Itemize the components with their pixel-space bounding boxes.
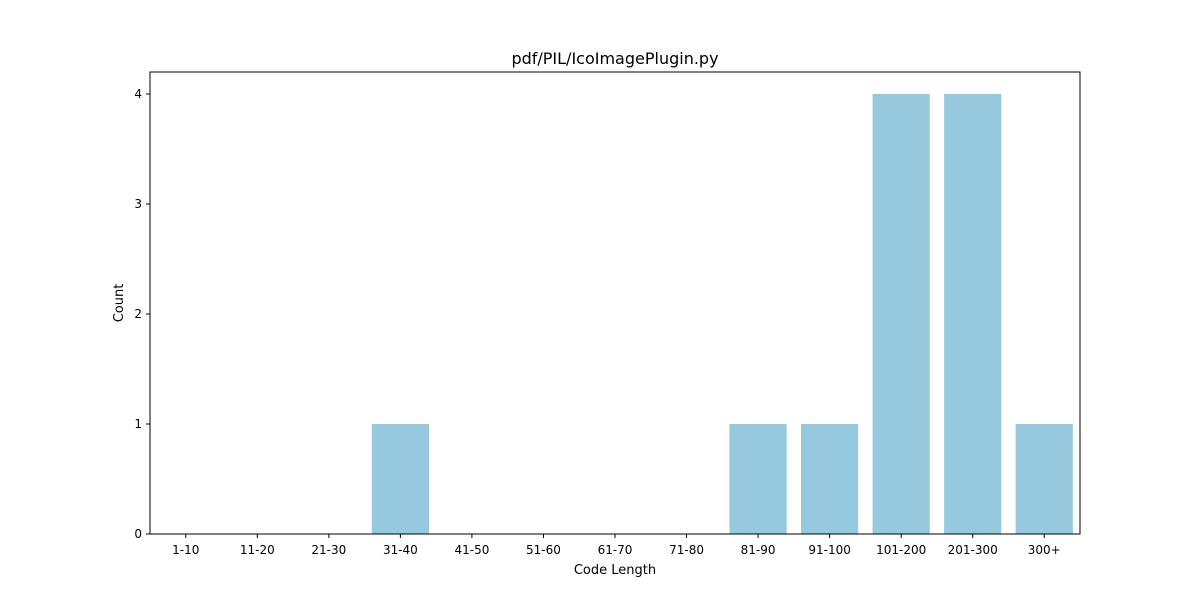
bar-91-100 xyxy=(801,424,859,534)
x-tick-label: 71-80 xyxy=(669,543,704,557)
y-tick-label: 0 xyxy=(134,527,142,541)
x-tick-label: 1-10 xyxy=(172,543,199,557)
x-tick-label: 31-40 xyxy=(383,543,418,557)
plot-frame xyxy=(149,71,1081,535)
axis-ticks-group: 1-10 11-20 21-30 31-40 41-50 51-60 61-70 71-80 8… xyxy=(134,87,1060,557)
x-tick-label: 201-300 xyxy=(948,543,998,557)
bars-group xyxy=(371,94,1073,534)
bar-81-90 xyxy=(729,424,787,534)
y-tick-label: 1 xyxy=(134,417,142,431)
bar-31-40 xyxy=(371,424,429,534)
x-tick-label: 51-60 xyxy=(526,543,561,557)
x-tick-label: 61-70 xyxy=(598,543,633,557)
y-tick-label: 4 xyxy=(134,87,142,101)
x-tick-label: 91-100 xyxy=(808,543,851,557)
x-tick-label: 101-200 xyxy=(876,543,926,557)
bar-300+ xyxy=(1015,424,1073,534)
y-axis-label: Count xyxy=(112,284,127,323)
x-axis-label: Code Length xyxy=(574,563,656,578)
y-tick-label: 2 xyxy=(134,307,142,321)
x-tick-label: 41-50 xyxy=(454,543,489,557)
x-tick-label: 300+ xyxy=(1028,543,1061,557)
x-tick-label: 21-30 xyxy=(311,543,346,557)
x-tick-label: 11-20 xyxy=(240,543,275,557)
bar-201-300 xyxy=(944,94,1002,534)
y-tick-label: 3 xyxy=(134,197,142,211)
bar-101-200 xyxy=(872,94,930,534)
x-tick-label: 81-90 xyxy=(741,543,776,557)
chart-title: pdf/PIL/IcoImagePlugin.py xyxy=(511,49,718,68)
